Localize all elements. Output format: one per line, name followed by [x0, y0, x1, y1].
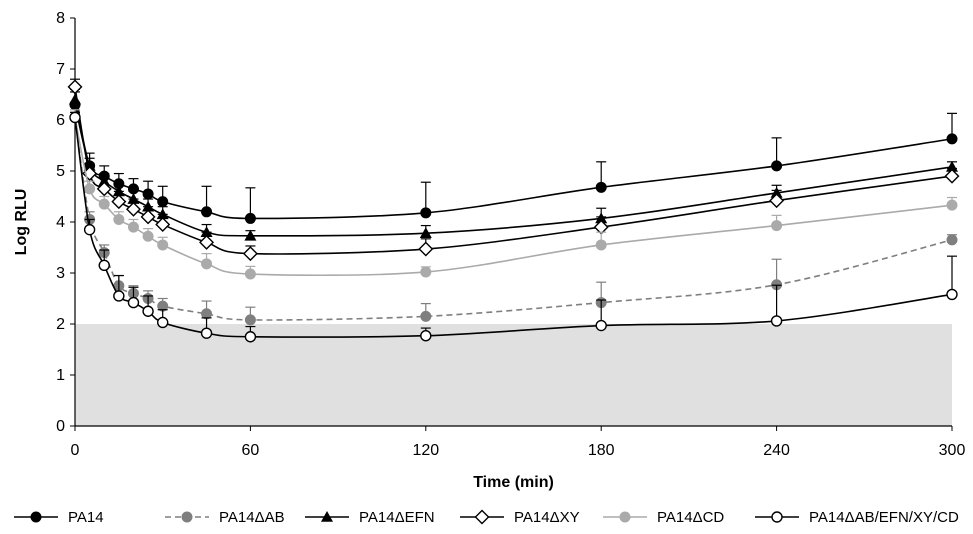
series-3: [67, 78, 960, 262]
data-point: [157, 196, 169, 208]
series-0: [69, 91, 958, 224]
series-line: [74, 117, 953, 321]
legend-item-2: PA14ΔEFN: [305, 509, 435, 526]
data-point: [771, 160, 783, 172]
data-point: [155, 217, 171, 233]
data-point: [113, 213, 125, 225]
legend-label: PA14ΔCD: [657, 509, 724, 526]
data-point: [69, 111, 81, 124]
data-point: [244, 212, 256, 224]
x-tick-label: 180: [588, 442, 615, 459]
detection-limit-band: [75, 324, 952, 426]
legend-item-3: PA14ΔXY: [460, 509, 580, 526]
legend-label: PA14ΔXY: [514, 509, 580, 526]
data-point: [157, 239, 169, 251]
legend-item-4: PA14ΔCD: [603, 509, 724, 526]
legend-item-5: PA14ΔAB/EFN/XY/CD: [755, 509, 959, 526]
x-tick-label: 0: [71, 442, 80, 459]
data-point: [83, 223, 96, 236]
data-point: [142, 188, 154, 200]
data-point: [201, 206, 213, 218]
data-point: [125, 201, 141, 217]
series-5: [69, 111, 958, 343]
series-2: [69, 88, 958, 241]
data-point: [142, 230, 154, 242]
data-point: [595, 239, 607, 251]
data-point: [127, 221, 139, 233]
y-axis-title: Log RLU: [13, 189, 30, 256]
data-point: [199, 234, 215, 250]
data-point: [113, 290, 125, 302]
x-tick-label: 240: [763, 442, 790, 459]
series-layer: [67, 78, 960, 343]
data-point: [944, 168, 960, 184]
x-tick-label: 300: [939, 442, 966, 459]
data-point: [98, 198, 110, 210]
data-point: [244, 268, 256, 280]
legend-label: PA14ΔAB/EFN/XY/CD: [809, 509, 959, 526]
data-point: [595, 181, 607, 193]
legend-label: PA14: [68, 509, 104, 526]
data-point: [946, 133, 958, 145]
legend-marker: [321, 511, 333, 522]
data-point: [946, 234, 958, 246]
data-point: [111, 194, 127, 210]
data-point: [770, 315, 783, 327]
legend-marker: [619, 511, 631, 523]
data-point: [420, 310, 432, 322]
x-tick-label: 60: [242, 442, 260, 459]
y-tick-label: 4: [56, 214, 65, 231]
y-tick-label: 8: [56, 10, 65, 27]
data-point: [946, 288, 958, 301]
data-point: [419, 227, 432, 239]
data-point: [420, 207, 432, 219]
legend-marker: [771, 511, 783, 523]
data-point: [67, 79, 83, 95]
y-tick-label: 2: [56, 316, 65, 333]
data-point: [98, 259, 110, 272]
legend-label: PA14ΔEFN: [359, 509, 435, 526]
data-point: [595, 319, 607, 332]
data-point: [418, 241, 434, 257]
data-point: [244, 331, 257, 343]
legend: PA14 PA14ΔAB PA14ΔEFN PA14ΔXY PA14ΔCD PA14ΔAB…: [14, 509, 959, 526]
data-point: [420, 266, 432, 278]
data-point: [244, 229, 257, 241]
series-1: [69, 111, 958, 326]
legend-marker: [181, 511, 193, 523]
legend-item-1: PA14ΔAB: [165, 509, 285, 526]
data-point: [201, 258, 213, 270]
y-tick-label: 6: [56, 112, 65, 129]
data-point: [127, 296, 140, 309]
y-tick-label: 5: [56, 163, 65, 180]
y-tick-label: 1: [56, 367, 65, 384]
data-point: [156, 316, 169, 329]
x-tick-label: 120: [412, 442, 439, 459]
data-point: [771, 220, 783, 232]
data-point: [242, 246, 258, 262]
data-point: [142, 305, 154, 317]
data-point: [84, 183, 96, 195]
data-point: [420, 330, 432, 342]
data-point: [946, 199, 958, 211]
data-point: [140, 209, 156, 225]
data-point: [200, 327, 213, 339]
data-point: [769, 193, 785, 209]
legend-item-0: PA14: [14, 509, 104, 526]
series-4: [69, 109, 958, 280]
x-axis-title: Time (min): [473, 474, 554, 491]
y-tick-label: 7: [56, 61, 65, 78]
tick-labels: 0 1 2 3 4 5 6 7 8 0 60 120 180 240 300: [56, 10, 965, 459]
y-tick-label: 0: [56, 418, 65, 435]
data-point: [96, 181, 112, 197]
legend-marker: [30, 511, 42, 523]
legend-label: PA14ΔAB: [219, 509, 285, 526]
y-tick-label: 3: [56, 265, 65, 282]
data-point: [69, 93, 81, 105]
legend-marker: [474, 509, 490, 525]
data-point: [244, 314, 256, 326]
shaded-region: [75, 324, 952, 426]
